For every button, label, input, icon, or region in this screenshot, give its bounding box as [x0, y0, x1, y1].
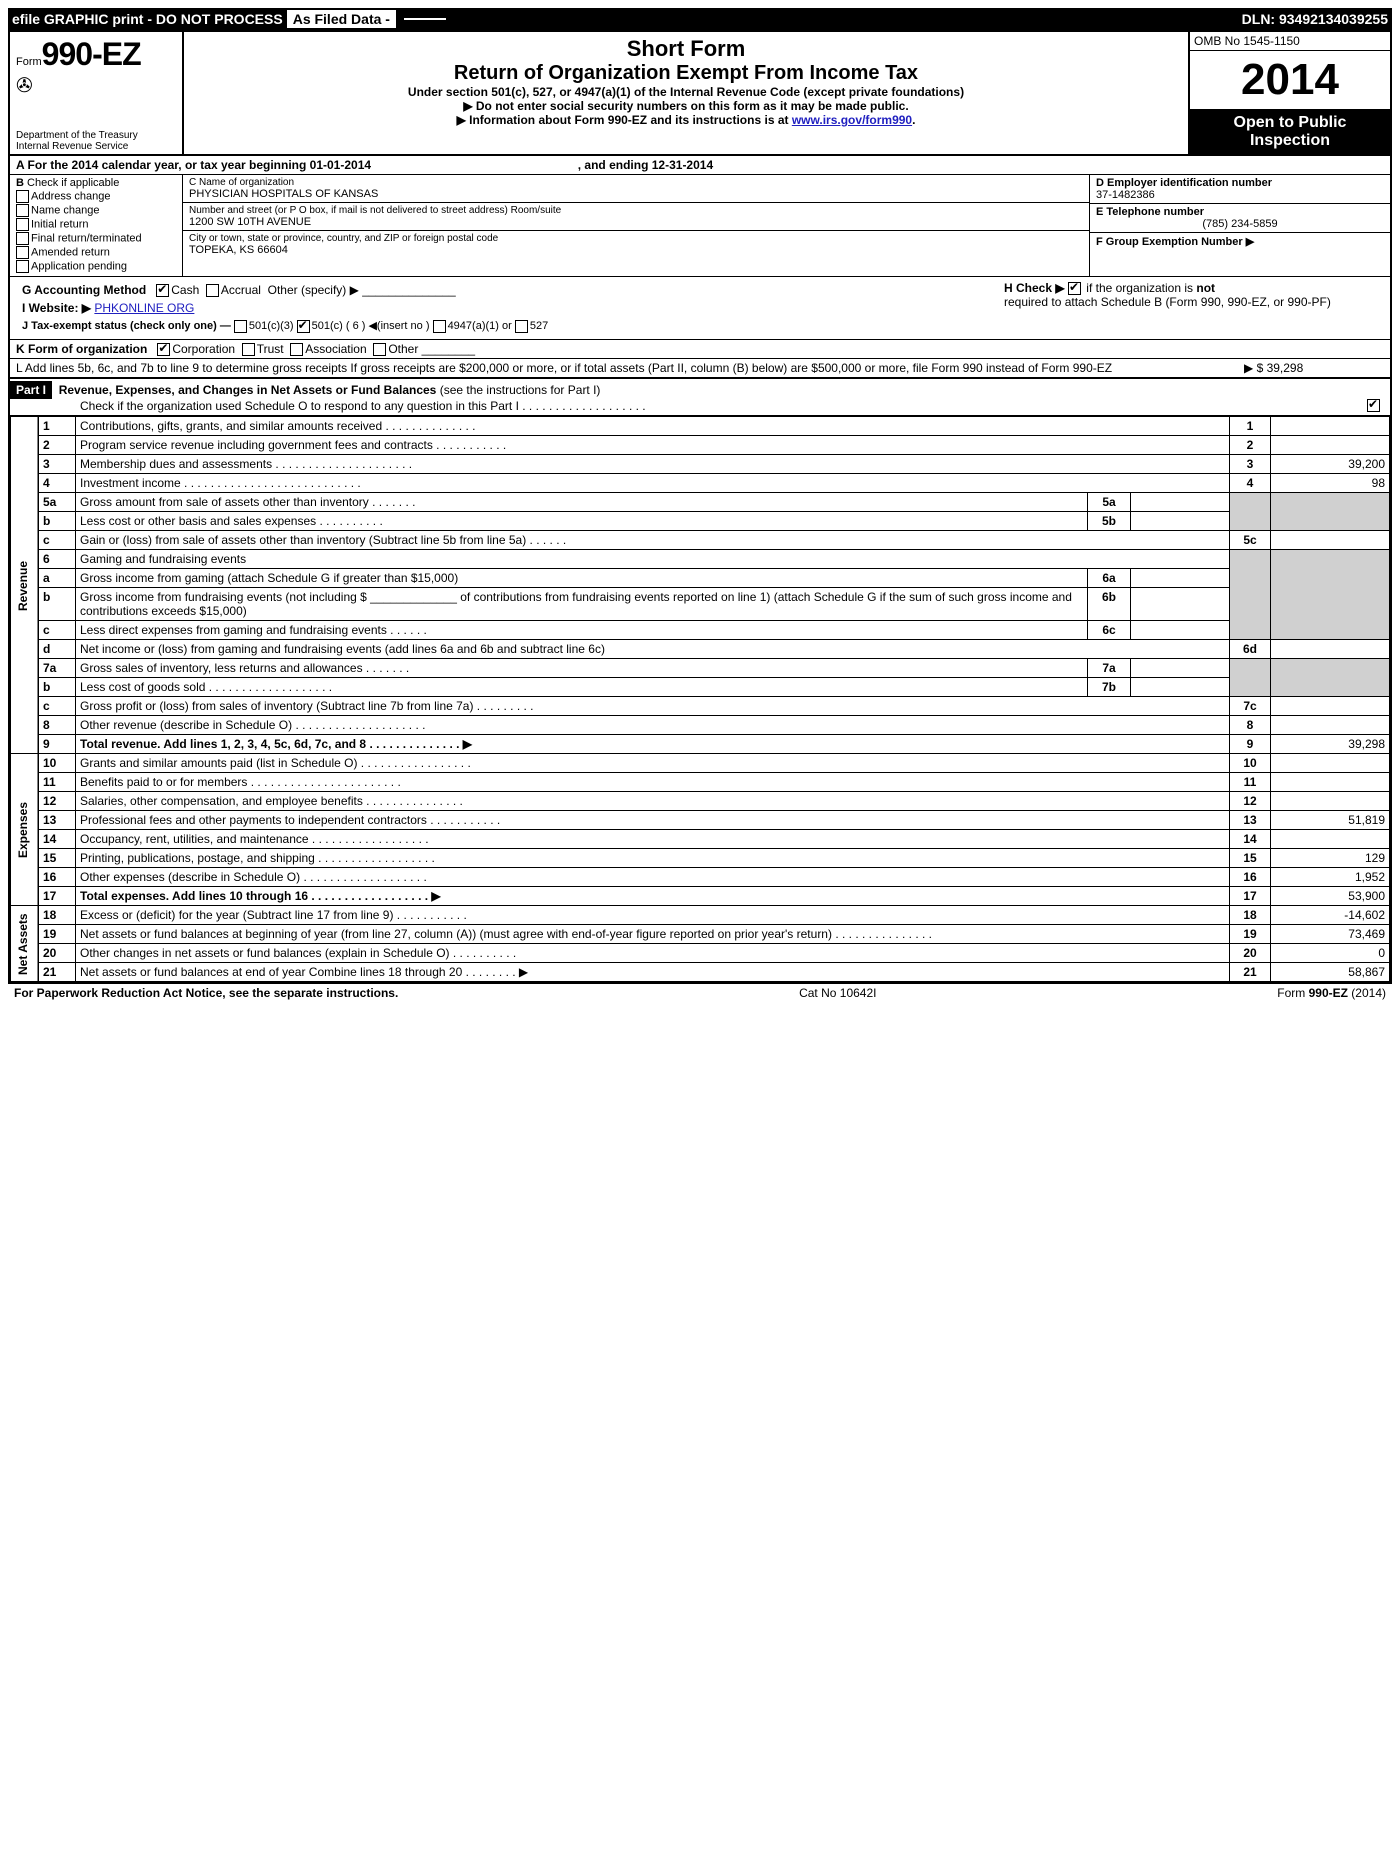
gi-left: G Accounting Method Cash Accrual Other (…	[10, 277, 998, 339]
note-info: ▶ Information about Form 990-EZ and its …	[192, 113, 1180, 127]
line-l: L Add lines 5b, 6c, and 7b to line 9 to …	[10, 359, 1390, 377]
ck-corp[interactable]	[157, 343, 170, 356]
dln-text: DLN: 93492134039255	[1242, 11, 1388, 27]
line-g: G Accounting Method Cash Accrual Other (…	[16, 281, 992, 299]
ck-cash[interactable]	[156, 284, 169, 297]
b-label: B	[16, 177, 24, 189]
c-street-lbl: Number and street (or P O box, if mail i…	[189, 205, 1083, 216]
e-lbl: E Telephone number	[1096, 206, 1204, 218]
d-lbl: D Employer identification number	[1096, 177, 1272, 189]
g-other: Other (specify) ▶	[268, 283, 359, 297]
header-left: Form990-EZ ✇ Department of the Treasury …	[10, 32, 184, 154]
ck-501c3[interactable]	[234, 320, 247, 333]
c-name: PHYSICIAN HOSPITALS OF KANSAS	[189, 188, 1083, 200]
header-mid: Short Form Return of Organization Exempt…	[184, 32, 1188, 154]
under-section: Under section 501(c), 527, or 4947(a)(1)…	[192, 85, 1180, 99]
footer-mid: Cat No 10642I	[398, 986, 1277, 1000]
header-right: OMB No 1545-1150 2014 Open to Public Ins…	[1188, 32, 1390, 154]
ck-trust[interactable]	[242, 343, 255, 356]
open-inspection: Open to Public Inspection	[1190, 110, 1390, 154]
header-row: Form990-EZ ✇ Department of the Treasury …	[10, 32, 1390, 156]
top-bar: efile GRAPHIC print - DO NOT PROCESS As …	[8, 8, 1392, 30]
asfiled-box: As Filed Data -	[287, 10, 396, 28]
efile-text: efile GRAPHIC print - DO NOT PROCESS	[12, 11, 283, 27]
part1-see: (see the instructions for Part I)	[440, 383, 601, 397]
line-i: I Website: ▶ PHKONLINE ORG	[16, 299, 992, 317]
h-more: required to attach Schedule B (Form 990,…	[1004, 295, 1331, 309]
footer-right: Form 990-EZ (2014)	[1277, 986, 1386, 1000]
line-h: H Check ▶ if the organization is not req…	[998, 277, 1390, 339]
part1-hdr: Part I	[10, 381, 52, 399]
a-end: , and ending 12-31-2014	[578, 158, 713, 172]
d-val: 37-1482386	[1096, 189, 1384, 201]
footer-left: For Paperwork Reduction Act Notice, see …	[14, 986, 398, 1000]
part1-header: Part I Revenue, Expenses, and Changes in…	[10, 377, 1390, 416]
website-link[interactable]: PHKONLINE ORG	[94, 301, 194, 315]
side-netassets: Net Assets	[11, 906, 39, 982]
open1: Open to Public	[1192, 114, 1388, 132]
ck-527[interactable]	[515, 320, 528, 333]
l-text: L Add lines 5b, 6c, and 7b to line 9 to …	[16, 361, 1244, 375]
l-amt: ▶ $ 39,298	[1244, 361, 1384, 375]
k-text: K Form of organization	[16, 342, 147, 356]
blank-box	[404, 18, 446, 20]
finance-table: Revenue 1 Contributions, gifts, grants, …	[10, 416, 1390, 982]
form-number: 990-EZ	[42, 36, 141, 72]
ck-501c[interactable]	[297, 320, 310, 333]
dept1: Department of the Treasury	[16, 130, 138, 141]
g-label: G Accounting Method	[22, 283, 146, 297]
e-val: (785) 234-5859	[1096, 218, 1384, 230]
ck-schedo[interactable]	[1367, 399, 1380, 412]
tax-year: 2014	[1190, 51, 1390, 110]
c-name-lbl: C Name of organization	[189, 177, 1083, 188]
irs-link[interactable]: www.irs.gov/form990	[792, 113, 912, 127]
ck-4947[interactable]	[433, 320, 446, 333]
row-a: A For the 2014 calendar year, or tax yea…	[10, 156, 1390, 175]
c-city-lbl: City or town, state or province, country…	[189, 233, 1083, 244]
return-title: Return of Organization Exempt From Incom…	[192, 62, 1180, 85]
side-expenses: Expenses	[11, 754, 39, 906]
form-prefix: Form	[16, 56, 42, 68]
j-text: J Tax-exempt status (check only one) —	[22, 320, 231, 332]
ck-pending[interactable]: Application pending	[16, 260, 176, 273]
section-b: B Check if applicable Address change Nam…	[10, 175, 183, 276]
i-lbl: I Website: ▶	[22, 301, 91, 315]
part1-title: Revenue, Expenses, and Changes in Net As…	[59, 383, 437, 397]
ck-accrual[interactable]	[206, 284, 219, 297]
line-k: K Form of organization Corporation Trust…	[10, 340, 1390, 359]
b-check-label: Check if applicable	[27, 177, 119, 189]
dept-block: Department of the Treasury Internal Reve…	[16, 130, 138, 152]
section-def: D Employer identification number 37-1482…	[1089, 175, 1390, 276]
ck-amended[interactable]: Amended return	[16, 246, 176, 259]
dept2: Internal Revenue Service	[16, 141, 138, 152]
a-begin: A For the 2014 calendar year, or tax yea…	[16, 158, 371, 172]
c-street: 1200 SW 10TH AVENUE	[189, 216, 1083, 228]
c-city: TOPEKA, KS 66604	[189, 244, 1083, 256]
short-form: Short Form	[192, 36, 1180, 62]
ck-other[interactable]	[373, 343, 386, 356]
ck-name[interactable]: Name change	[16, 204, 176, 217]
section-c: C Name of organization PHYSICIAN HOSPITA…	[183, 175, 1089, 276]
line1-desc: Contributions, gifts, grants, and simila…	[76, 417, 1230, 436]
gih-row: G Accounting Method Cash Accrual Other (…	[10, 277, 1390, 340]
line-j: J Tax-exempt status (check only one) — 5…	[16, 317, 992, 335]
h-text: H Check ▶	[1004, 281, 1065, 295]
footer: For Paperwork Reduction Act Notice, see …	[8, 984, 1392, 1002]
ck-schedb[interactable]	[1068, 282, 1081, 295]
note2-post: .	[912, 113, 915, 127]
form-outer: Form990-EZ ✇ Department of the Treasury …	[8, 30, 1392, 984]
ck-initial[interactable]: Initial return	[16, 218, 176, 231]
ck-final[interactable]: Final return/terminated	[16, 232, 176, 245]
omb-number: OMB No 1545-1150	[1190, 32, 1390, 51]
note2-pre: ▶ Information about Form 990-EZ and its …	[457, 113, 792, 127]
note-ssn: ▶ Do not enter social security numbers o…	[192, 99, 1180, 113]
open2: Inspection	[1192, 132, 1388, 150]
f-lbl: F Group Exemption Number ▶	[1096, 236, 1254, 248]
ck-address[interactable]: Address change	[16, 190, 176, 203]
org-section: B Check if applicable Address change Nam…	[10, 175, 1390, 277]
part1-check: Check if the organization used Schedule …	[10, 399, 646, 413]
ck-assoc[interactable]	[290, 343, 303, 356]
side-revenue: Revenue	[11, 417, 39, 754]
